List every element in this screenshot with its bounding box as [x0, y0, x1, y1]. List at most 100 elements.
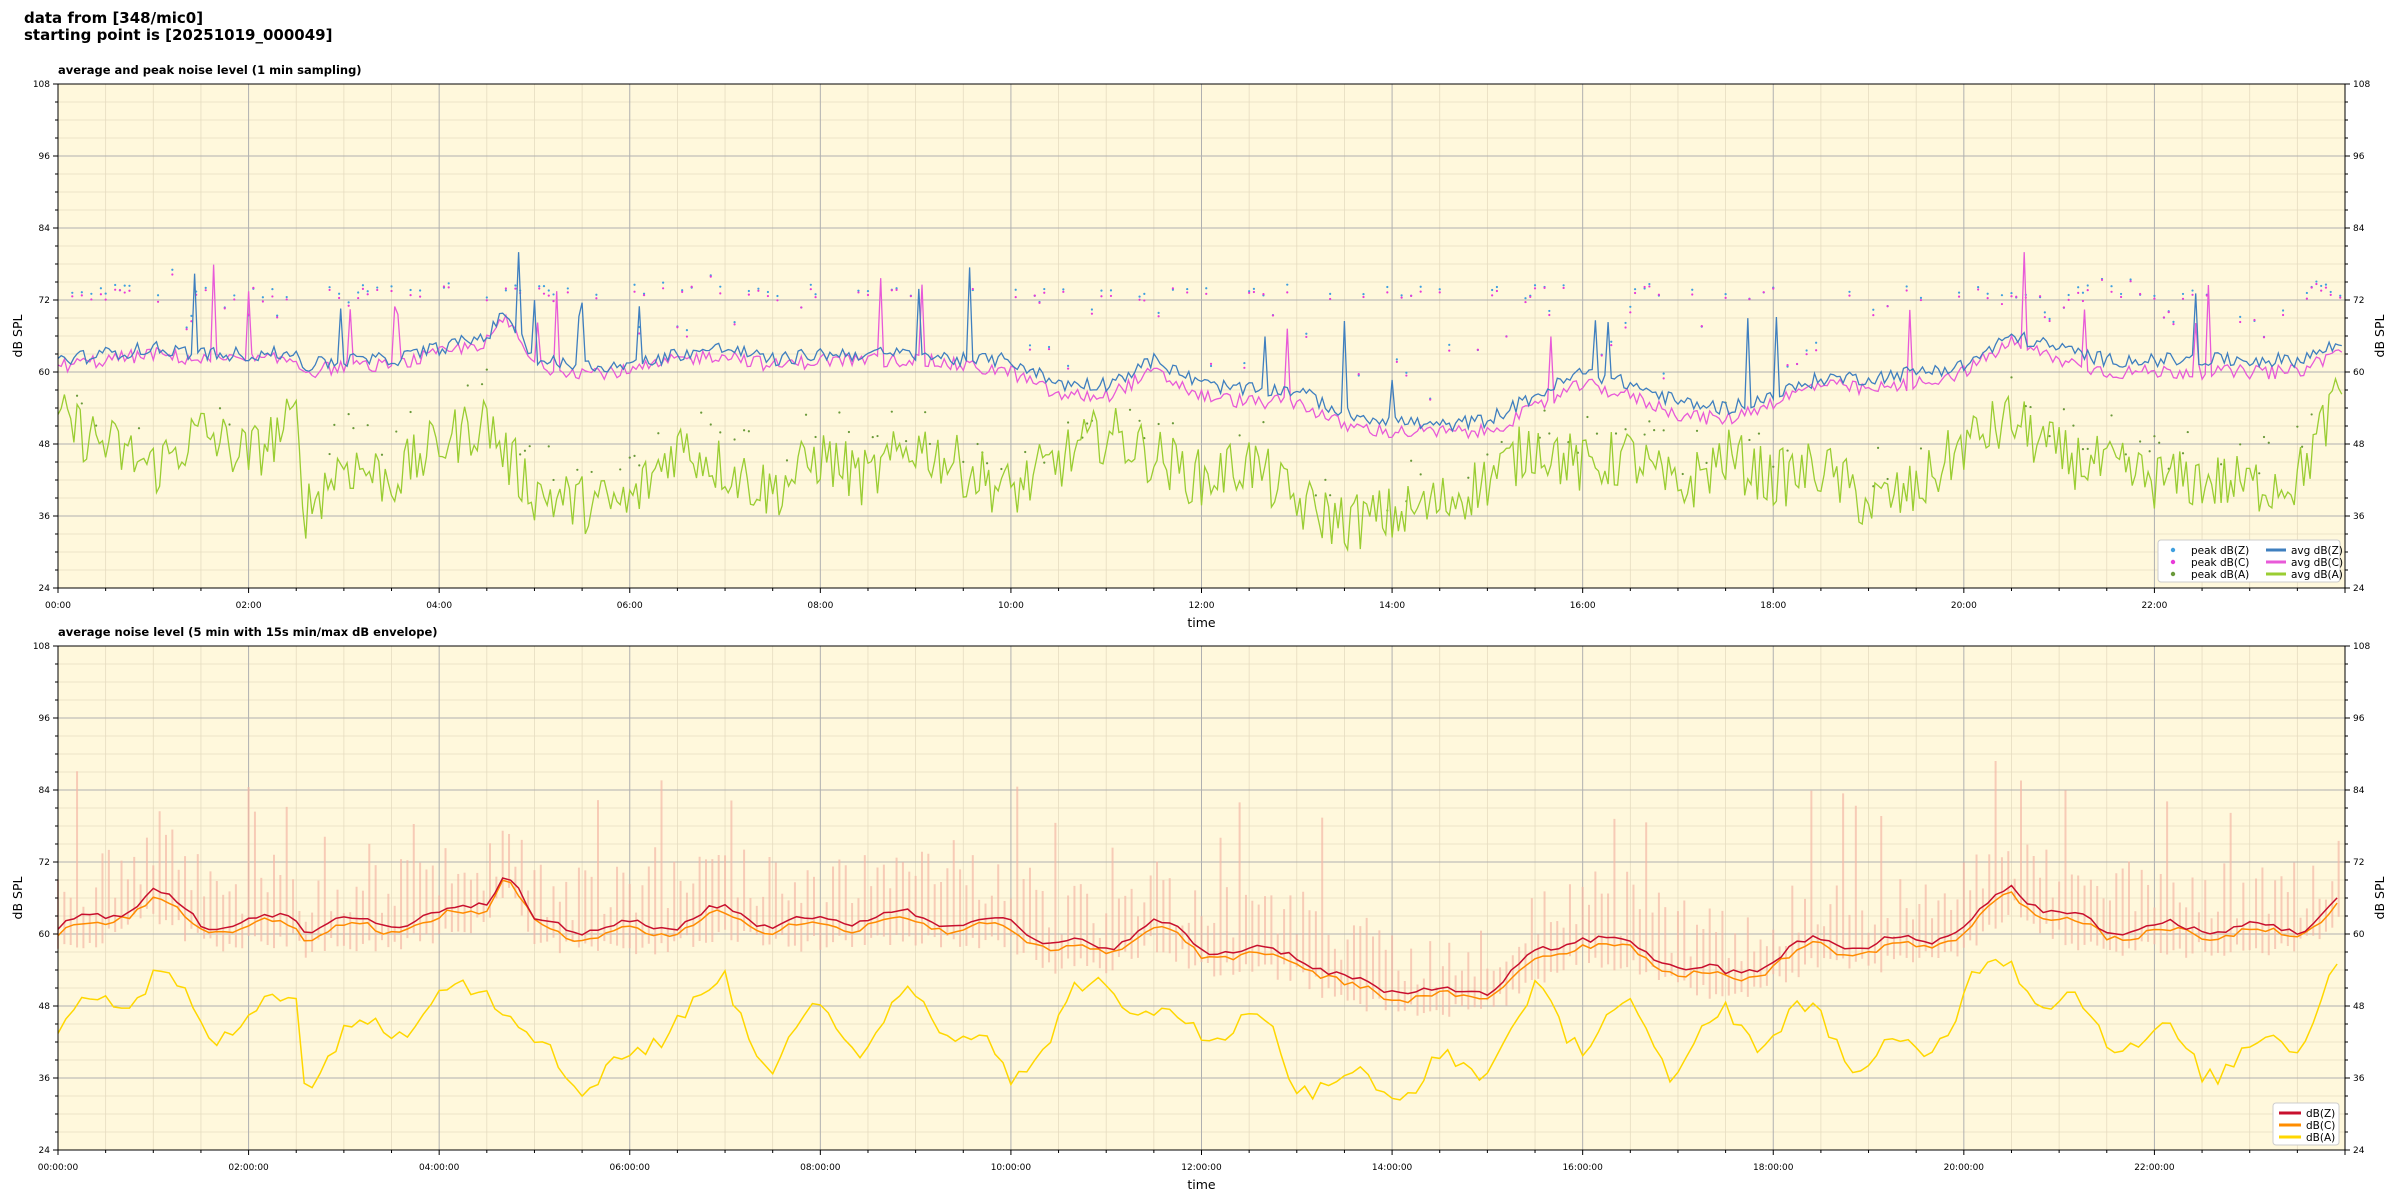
data-point — [700, 411, 703, 414]
data-point — [1062, 288, 1065, 291]
y-tick-label: 48 — [39, 440, 51, 450]
data-point — [552, 293, 555, 296]
data-point — [1662, 377, 1665, 380]
data-point — [1815, 341, 1818, 344]
data-point — [123, 284, 126, 287]
data-point — [1090, 312, 1094, 315]
data-point — [1448, 349, 1451, 352]
x-tick-label: 22:00:00 — [2134, 1163, 2175, 1173]
data-point — [1500, 440, 1503, 444]
data-point — [118, 289, 122, 292]
data-point — [976, 442, 979, 446]
data-point — [1357, 373, 1360, 376]
data-point — [1977, 288, 1980, 291]
data-point — [2153, 297, 2156, 300]
legend-label: peak dB(C) — [2191, 557, 2249, 569]
data-point — [1043, 461, 1046, 464]
data-point — [485, 296, 488, 299]
data-point — [2048, 435, 2051, 438]
data-point — [2110, 285, 2113, 288]
data-point — [1100, 295, 1103, 298]
data-point — [2281, 313, 2285, 317]
data-point — [409, 293, 412, 297]
data-point — [685, 329, 689, 332]
data-point — [1529, 295, 1532, 299]
data-point — [1629, 311, 1632, 314]
data-point — [1109, 289, 1113, 292]
data-point — [542, 285, 546, 288]
data-point — [2296, 425, 2299, 428]
data-point — [566, 287, 569, 290]
data-point — [1624, 326, 1627, 329]
data-point — [1543, 409, 1546, 412]
series-line-avg-db-a- — [57, 376, 2343, 553]
data-point — [1000, 467, 1003, 471]
data-point — [1772, 287, 1775, 290]
data-point — [1848, 294, 1851, 297]
y-tick-label-right: 36 — [2353, 512, 2365, 522]
data-point — [847, 430, 851, 434]
data-point — [1329, 494, 1332, 497]
data-point — [419, 295, 422, 298]
data-point — [1143, 292, 1146, 295]
data-point — [1405, 371, 1408, 374]
data-point — [104, 298, 107, 301]
data-point — [80, 291, 83, 294]
data-point — [662, 281, 665, 284]
data-point — [1653, 428, 1656, 432]
data-point — [1066, 421, 1070, 424]
data-point — [566, 291, 569, 294]
data-point — [904, 440, 908, 443]
data-point — [357, 296, 360, 300]
data-point — [1977, 286, 1980, 289]
chart-title: average noise level (5 min with 15s min/… — [58, 625, 438, 639]
data-point — [1533, 287, 1537, 290]
data-point — [2301, 445, 2304, 448]
y-tick-label: 24 — [39, 584, 51, 594]
data-point — [1610, 344, 1613, 347]
legend-marker — [2170, 547, 2176, 553]
data-point — [2324, 283, 2328, 286]
data-point — [1138, 419, 1141, 422]
data-point — [1610, 340, 1613, 343]
y-tick-label-right: 72 — [2353, 858, 2364, 868]
data-point — [204, 286, 207, 289]
data-point — [1624, 321, 1627, 325]
data-point — [676, 326, 679, 329]
data-point — [1624, 428, 1627, 431]
x-tick-label: 12:00:00 — [1181, 1163, 1222, 1173]
data-point — [757, 287, 760, 290]
data-point — [1243, 361, 1246, 365]
data-point — [128, 284, 131, 287]
data-point — [328, 452, 331, 456]
data-point — [1209, 364, 1213, 368]
data-point — [1138, 295, 1141, 298]
data-point — [190, 320, 193, 323]
data-point — [538, 287, 541, 290]
y-tick-label-right: 84 — [2353, 786, 2365, 796]
legend-label: avg dB(C) — [2291, 557, 2343, 569]
data-point — [1586, 415, 1589, 419]
data-point — [390, 285, 393, 288]
data-point — [2239, 443, 2242, 446]
data-point — [719, 292, 722, 295]
data-point — [1429, 398, 1432, 401]
header-start: starting point is [20251019_000049] — [24, 26, 333, 44]
data-point — [2181, 292, 2185, 296]
y-tick-label: 72 — [39, 858, 50, 868]
data-point — [595, 297, 598, 300]
data-point — [628, 456, 631, 459]
data-point — [2267, 441, 2270, 444]
data-point — [1524, 297, 1527, 300]
data-point — [514, 284, 517, 287]
data-point — [1038, 301, 1041, 304]
data-point — [1872, 485, 1875, 488]
data-point — [480, 383, 484, 386]
data-point — [2124, 453, 2127, 456]
y-tick-label-right: 36 — [2353, 1074, 2365, 1084]
data-point — [71, 291, 74, 294]
data-point — [1205, 287, 1208, 290]
data-point — [962, 460, 965, 464]
data-point — [1919, 447, 1923, 450]
data-point — [2172, 323, 2175, 326]
